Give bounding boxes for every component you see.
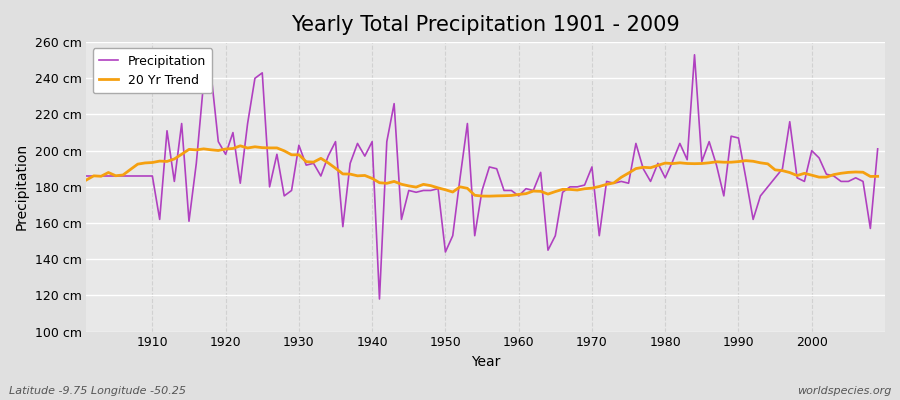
Precipitation <box>345 161 356 166</box>
Text: Latitude -9.75 Longitude -50.25: Latitude -9.75 Longitude -50.25 <box>9 386 186 396</box>
20 Yr Trend <box>616 175 626 180</box>
Precipitation <box>374 297 385 302</box>
20 Yr Trend <box>235 144 246 148</box>
Precipitation <box>301 163 311 168</box>
Precipitation <box>689 52 700 57</box>
20 Yr Trend <box>872 174 883 179</box>
Precipitation <box>872 146 883 151</box>
20 Yr Trend <box>81 178 92 182</box>
Y-axis label: Precipitation: Precipitation <box>15 143 29 230</box>
Precipitation <box>608 181 619 186</box>
Precipitation <box>140 174 150 178</box>
20 Yr Trend <box>140 160 150 165</box>
Line: Precipitation: Precipitation <box>86 55 878 299</box>
20 Yr Trend <box>308 160 319 164</box>
20 Yr Trend <box>528 189 539 194</box>
Legend: Precipitation, 20 Yr Trend: Precipitation, 20 Yr Trend <box>93 48 212 93</box>
Precipitation <box>81 174 92 178</box>
Precipitation <box>513 194 524 198</box>
X-axis label: Year: Year <box>471 355 500 369</box>
20 Yr Trend <box>520 191 531 196</box>
Precipitation <box>520 186 531 191</box>
20 Yr Trend <box>352 174 363 178</box>
20 Yr Trend <box>484 194 495 198</box>
Title: Yearly Total Precipitation 1901 - 2009: Yearly Total Precipitation 1901 - 2009 <box>292 15 680 35</box>
Line: 20 Yr Trend: 20 Yr Trend <box>86 146 878 196</box>
Text: worldspecies.org: worldspecies.org <box>796 386 891 396</box>
